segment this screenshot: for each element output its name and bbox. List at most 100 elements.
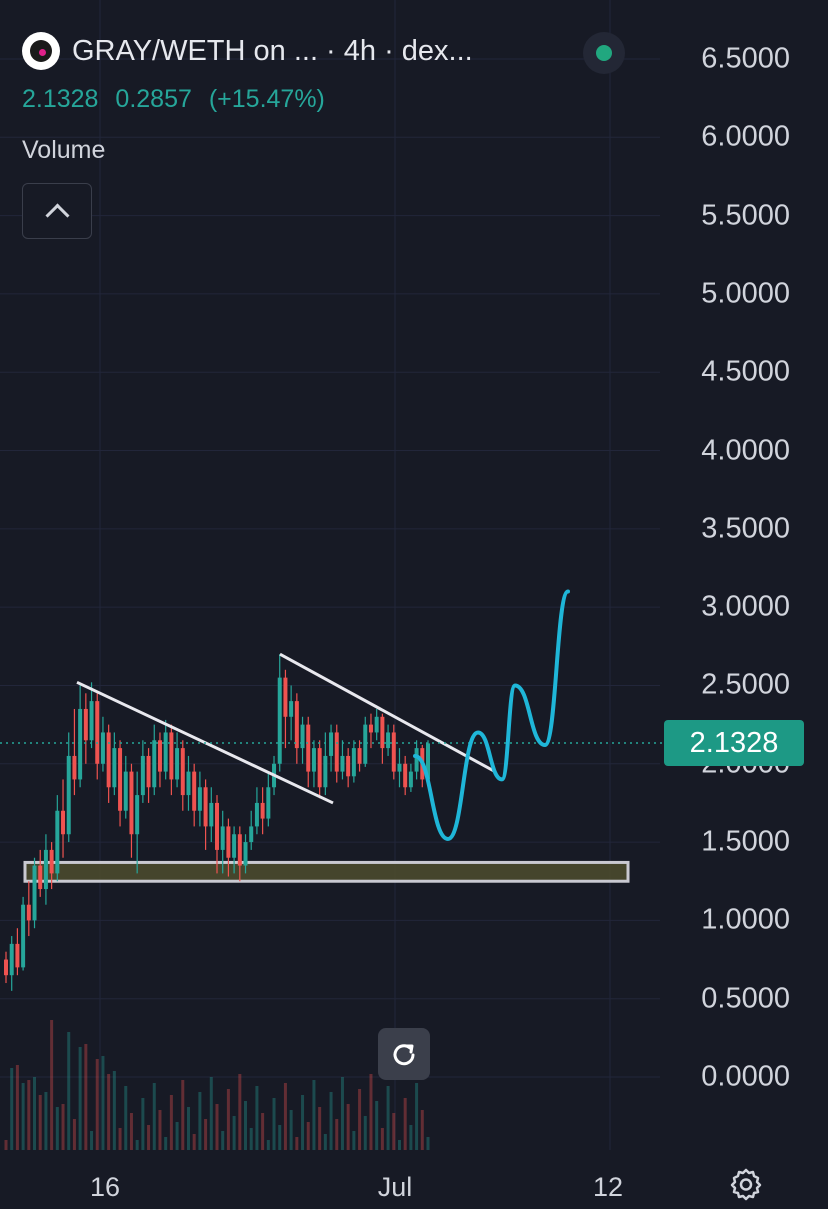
candle-body — [146, 755, 151, 788]
volume-bar — [323, 1134, 327, 1150]
candle-body — [260, 802, 265, 819]
candle-body — [243, 842, 248, 866]
support-zone — [23, 860, 630, 883]
candle-body — [391, 732, 396, 772]
candle-body — [380, 716, 385, 749]
candle-body — [323, 755, 328, 788]
chevron-up-icon — [44, 202, 70, 228]
candle-body — [175, 748, 180, 780]
candle-body — [386, 732, 391, 749]
volume-bar — [101, 1056, 105, 1150]
candle-body — [357, 748, 362, 764]
candle-body — [89, 701, 94, 741]
candle-body — [209, 802, 214, 827]
candle-body — [232, 834, 237, 858]
y-tick-label: 4.0000 — [701, 434, 790, 467]
collapse-button[interactable] — [22, 183, 92, 239]
volume-bar — [124, 1086, 128, 1150]
volume-bar — [169, 1095, 173, 1150]
gear-icon — [730, 1168, 762, 1201]
candle-body — [55, 810, 60, 874]
volume-bar — [335, 1119, 339, 1150]
y-tick-label: 0.5000 — [701, 982, 790, 1015]
volume-bar — [95, 1059, 99, 1150]
chart-header: GRAY/WETH on ... · 4h · dex... — [22, 32, 473, 70]
candle-body — [83, 708, 88, 741]
candle-body — [311, 748, 316, 772]
volume-bar — [278, 1125, 282, 1150]
candle-body — [300, 724, 305, 749]
candle-body — [266, 787, 271, 819]
volume-bar — [147, 1125, 151, 1150]
volume-bar — [4, 1140, 8, 1150]
x-tick-label: 12 — [592, 1172, 624, 1202]
y-tick-label: 6.0000 — [701, 120, 790, 153]
volume-bar — [152, 1083, 156, 1150]
candle-body — [249, 826, 254, 843]
candle-body — [397, 763, 402, 772]
volume-bar — [403, 1098, 407, 1150]
candle-body — [329, 732, 334, 756]
volume-bar — [306, 1122, 310, 1150]
candle-body — [340, 755, 345, 772]
candle-body — [403, 763, 408, 788]
symbol-title[interactable]: GRAY/WETH on ... · 4h · dex... — [72, 34, 473, 67]
candle-body — [123, 771, 128, 811]
price-quote: 2.1328 0.2857 (+15.47%) — [22, 85, 335, 114]
volume-bar — [198, 1092, 202, 1150]
candle-body — [72, 755, 77, 780]
candle-body — [277, 677, 282, 764]
volume-bar — [238, 1074, 242, 1150]
volume-bar — [249, 1128, 253, 1150]
candle-body — [169, 732, 174, 780]
price-change-pct: (+15.47%) — [208, 85, 325, 113]
volume-bar — [415, 1083, 419, 1150]
volume-bar — [226, 1089, 230, 1150]
price-change: 0.2857 — [115, 85, 192, 113]
volume-bar — [158, 1110, 162, 1150]
volume-bar — [44, 1092, 48, 1150]
market-status-icon — [583, 32, 625, 74]
candle-body — [129, 771, 134, 835]
candle-body — [306, 724, 311, 772]
volume-bar — [295, 1137, 299, 1150]
candle-body — [351, 748, 356, 777]
volume-bar — [186, 1107, 190, 1150]
candle-body — [152, 740, 157, 788]
candlesticks — [4, 654, 430, 991]
candle-body — [334, 732, 339, 772]
volume-bar — [318, 1107, 322, 1150]
volume-bar — [181, 1080, 185, 1150]
candle-body — [192, 771, 197, 811]
candle-body — [4, 959, 8, 976]
y-tick-label: 5.5000 — [701, 199, 790, 232]
candle-body — [43, 849, 48, 890]
candle-body — [294, 701, 299, 749]
volume-bar — [261, 1113, 265, 1150]
candle-body — [317, 748, 322, 788]
token-logo-icon — [22, 32, 60, 70]
volume-bar — [301, 1095, 305, 1150]
volume-bar — [38, 1095, 42, 1150]
volume-bar — [33, 1077, 37, 1150]
candle-body — [26, 904, 31, 921]
candle-body — [414, 748, 419, 772]
candle-body — [95, 701, 100, 764]
volume-bar — [61, 1104, 65, 1150]
volume-label: Volume — [22, 136, 106, 164]
y-tick-label: 3.5000 — [701, 512, 790, 545]
volume-bar — [375, 1101, 379, 1150]
projection-path — [413, 589, 570, 841]
candle-body — [135, 795, 140, 835]
candle-body — [9, 943, 14, 976]
volume-bar — [118, 1128, 122, 1150]
candle-body — [112, 748, 117, 788]
reset-button[interactable] — [378, 1028, 430, 1080]
settings-button[interactable] — [726, 1164, 766, 1204]
candle-body — [346, 755, 351, 777]
volume-bar — [204, 1119, 208, 1150]
volume-bar — [67, 1032, 71, 1150]
candle-body — [289, 701, 294, 717]
volume-bar — [352, 1131, 356, 1150]
